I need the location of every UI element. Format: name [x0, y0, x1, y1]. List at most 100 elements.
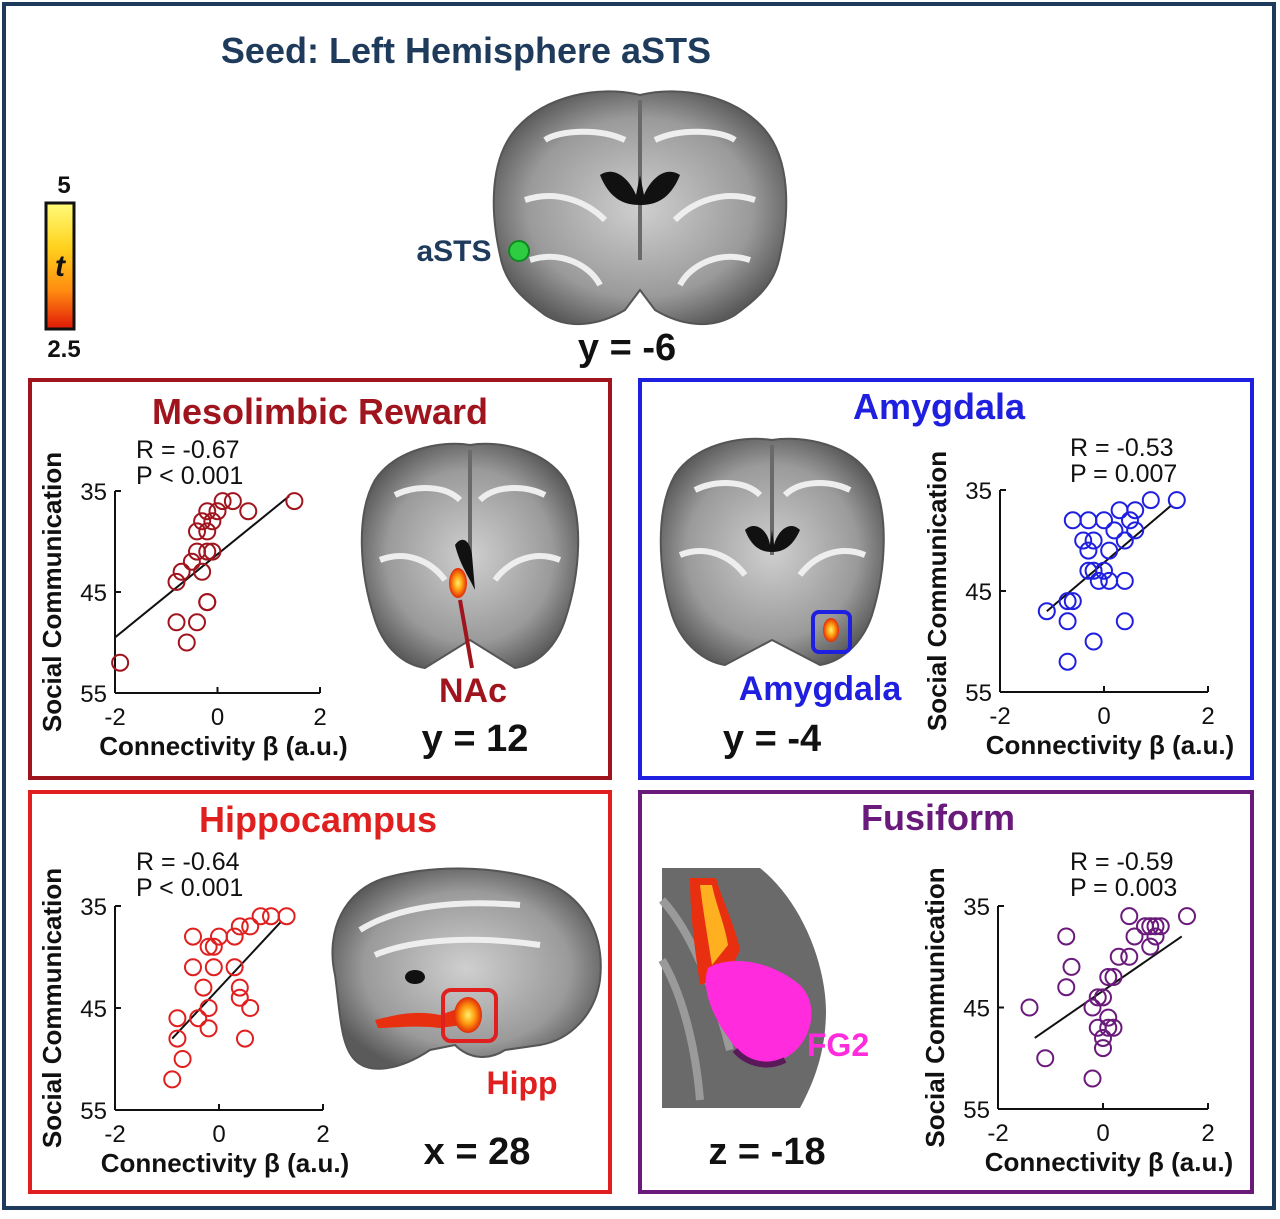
- hippocampus-point: [168, 1029, 187, 1048]
- amygdala-point: [1058, 612, 1077, 631]
- fusiform-point: [1136, 917, 1154, 936]
- amygdala-x-tick-label: 2: [1201, 703, 1214, 730]
- amygdala-point: [1121, 511, 1139, 530]
- panel-amygdala-frame: [638, 378, 1254, 780]
- mesolimbic-x-axis-label: Connectivity β (a.u.): [99, 731, 347, 761]
- panel-fusiform-title: Fusiform: [861, 797, 1015, 838]
- amygdala-point: [1058, 652, 1077, 671]
- fusiform-y-tick-label: 45: [963, 996, 990, 1023]
- fusiform-point: [1057, 927, 1076, 946]
- brain-fg2-image: [658, 868, 826, 1108]
- fusiform-point: [1094, 1028, 1112, 1047]
- hippocampus-point: [194, 978, 213, 997]
- hipp-roi-box: [441, 988, 498, 1043]
- fusiform-point: [1104, 968, 1123, 987]
- mesolimbic-y-tick-label: 35: [80, 479, 107, 506]
- mesolimbic-point: [239, 502, 258, 521]
- amygdala-point: [1167, 491, 1186, 510]
- amygdala-y-tick-label: 45: [965, 579, 992, 606]
- fusiform-point: [1020, 998, 1039, 1017]
- mesolimbic-point: [193, 562, 212, 581]
- colorbar-gradient: [44, 201, 76, 331]
- mesolimbic-point: [193, 512, 212, 531]
- fusiform-x-axis-label: Connectivity β (a.u.): [985, 1147, 1233, 1177]
- amygdala-point: [1126, 521, 1145, 540]
- hippocampus-y-tick-label: 55: [80, 1098, 107, 1125]
- amygdala-stat-0: R = -0.53: [1070, 434, 1174, 462]
- amygdala-point: [1084, 531, 1103, 550]
- brain-amygdala-image: [659, 437, 885, 667]
- panel-mesolimbic: Mesolimbic Reward 35 45 55-2 0 2Connectivity…: [28, 378, 612, 780]
- hippocampus-point: [230, 988, 249, 1007]
- amygdala-point: [1110, 501, 1129, 520]
- fusiform-y-tick-label: 55: [963, 1097, 990, 1124]
- amygdala-stat-1: P = 0.007: [1070, 460, 1177, 488]
- panel-amygdala-region-label: Amygdala: [739, 670, 903, 708]
- mesolimbic-stat-0: R = -0.67: [136, 436, 240, 464]
- mesolimbic-point: [223, 492, 242, 511]
- amygdala-point: [1115, 571, 1134, 590]
- amygdala-point: [1058, 592, 1077, 611]
- panel-amygdala-slice-label: y = -4: [723, 718, 821, 760]
- hippocampus-point: [189, 1009, 208, 1028]
- panel-hippocampus-frame: [28, 790, 612, 1194]
- hippocampus-x-tick-label: 2: [316, 1121, 329, 1148]
- hippocampus-y-tick-label: 35: [80, 894, 107, 921]
- amygdala-point: [1141, 491, 1160, 510]
- fusiform-point: [1099, 1008, 1118, 1027]
- mesolimbic-point: [208, 502, 227, 521]
- mesolimbic-point: [188, 613, 206, 632]
- colorbar-t-label: t: [55, 250, 67, 283]
- fusiform-point: [1094, 988, 1112, 1007]
- hippocampus-point: [225, 927, 244, 946]
- panel-hippocampus-title: Hippocampus: [199, 799, 437, 840]
- colorbar-min-label: 2.5: [47, 336, 80, 363]
- mesolimbic-point: [203, 512, 222, 531]
- mesolimbic-point: [213, 492, 232, 511]
- mesolimbic-point: [203, 542, 222, 561]
- mesolimbic-stat-1: P < 0.001: [136, 462, 243, 490]
- mesolimbic-x-tick-label: -2: [104, 704, 125, 731]
- mesolimbic-x-tick-label: 2: [313, 704, 326, 731]
- amygdala-point: [1115, 612, 1134, 631]
- fusiform-x-tick-label: -2: [987, 1120, 1008, 1147]
- fusiform-point: [1083, 998, 1102, 1017]
- panel-mesolimbic-frame: [28, 378, 612, 780]
- hippocampus-point: [199, 937, 218, 956]
- seed-slice-label: y = -6: [578, 327, 676, 369]
- hippocampus-point: [262, 907, 280, 926]
- mesolimbic-x-tick-label: 0: [211, 704, 224, 731]
- hippocampus-point: [163, 1070, 182, 1089]
- hippocampus-stat-1: P < 0.001: [136, 874, 243, 902]
- panel-mesolimbic-slice-label: y = 12: [422, 718, 529, 760]
- hippocampus-point: [210, 927, 228, 946]
- fusiform-point: [1141, 917, 1160, 936]
- panel-mesolimbic-title: Mesolimbic Reward: [152, 391, 488, 432]
- mesolimbic-point: [167, 613, 186, 632]
- fusiform-point: [1178, 907, 1196, 926]
- amygdala-point: [1115, 531, 1134, 550]
- fusiform-x-tick-label: 2: [1201, 1120, 1214, 1147]
- amygdala-point: [1126, 501, 1145, 520]
- fusiform-point: [1088, 988, 1107, 1007]
- fusiform-point: [1057, 978, 1076, 997]
- panel-fusiform: Fusiform FG2 z = -18 35 45 55-2 0 2Connectiv…: [638, 790, 1254, 1194]
- amygdala-roi-box: [811, 610, 852, 654]
- amygdala-point: [1095, 561, 1113, 580]
- amygdala-point: [1084, 561, 1103, 580]
- fusiform-point: [1120, 907, 1139, 926]
- panel-fusiform-region-label: FG2: [807, 1027, 869, 1063]
- amygdala-x-axis-label: Connectivity β (a.u.): [986, 730, 1234, 760]
- mesolimbic-point: [198, 502, 217, 521]
- amygdala-x-tick-label: -2: [989, 703, 1010, 730]
- amygdala-point: [1063, 592, 1082, 611]
- brain-hipp-image: [331, 867, 602, 1070]
- amygdala-point: [1105, 521, 1124, 540]
- fusiform-point: [1062, 957, 1081, 976]
- mesolimbic-point: [111, 653, 130, 672]
- fusiform-y-tick-label: 35: [963, 894, 990, 921]
